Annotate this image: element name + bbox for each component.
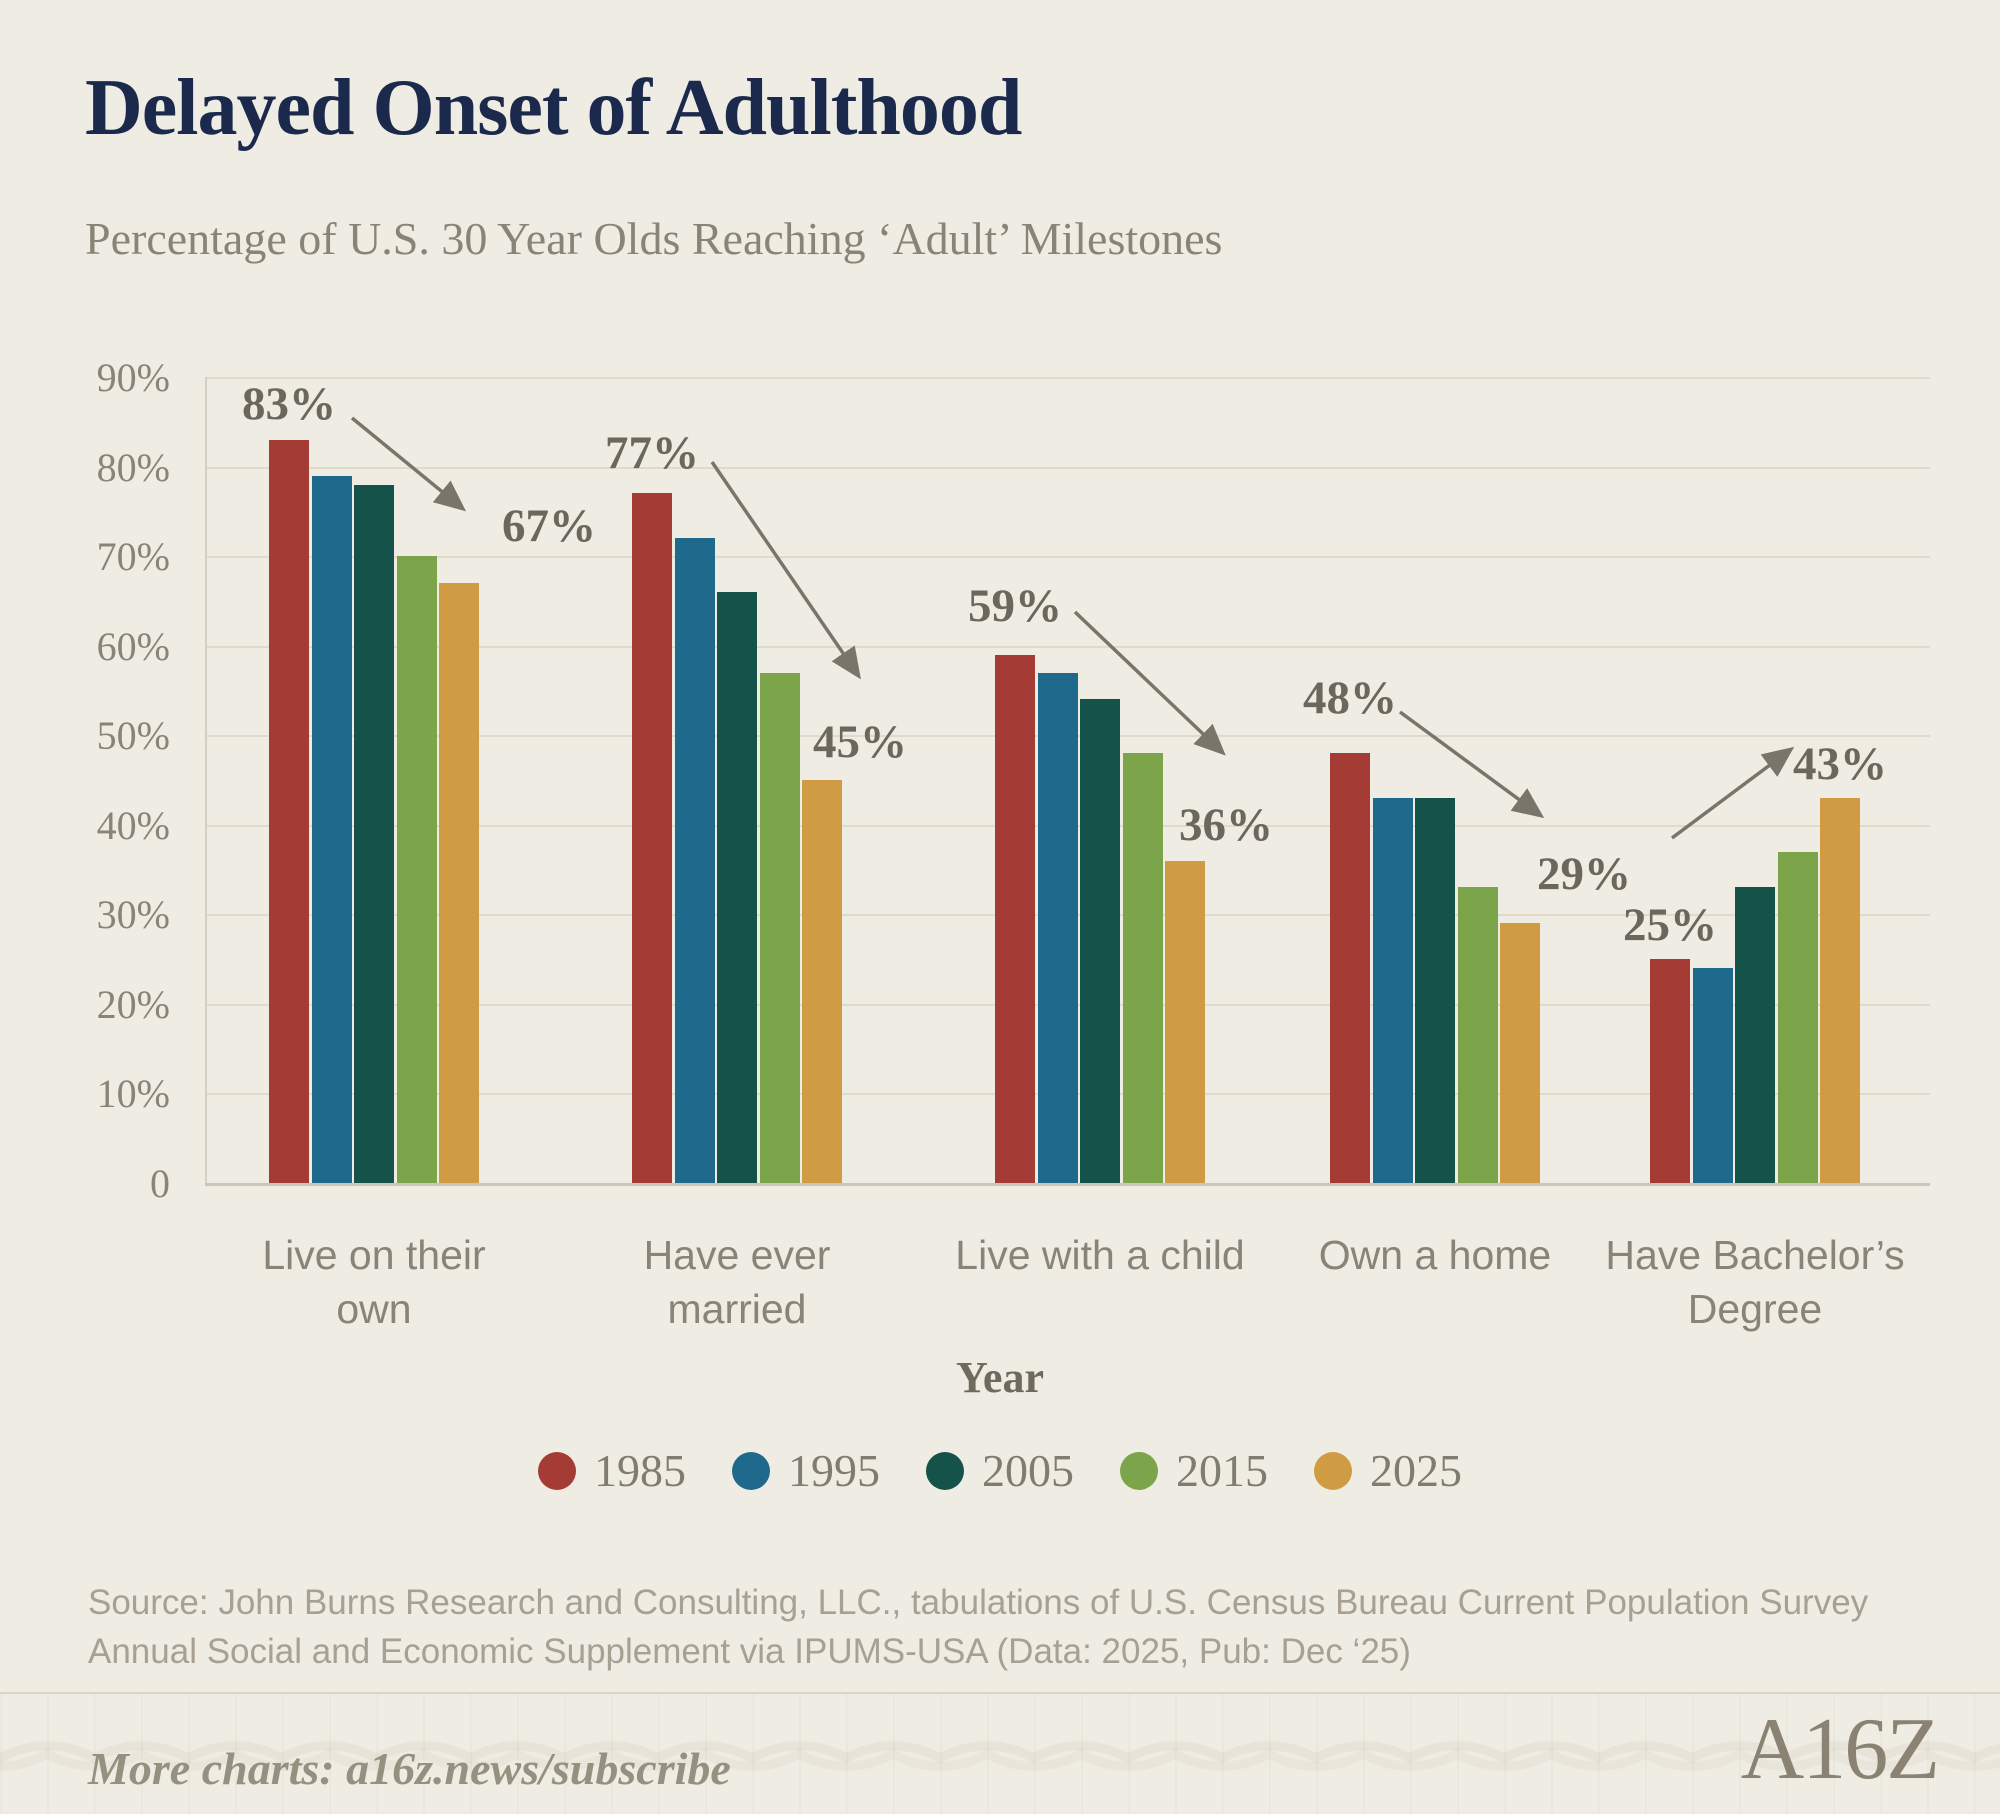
legend-label-2015: 2015 [1176,1445,1268,1496]
legend-label-1995: 1995 [788,1445,880,1496]
x-label-line: Live with a child [955,1232,1245,1278]
bar-2025-have-ever-married [802,780,842,1183]
bar-1985-own-a-home [1330,753,1370,1183]
annotation-end-live-on-their-own: 67% [502,500,596,552]
annotation-end-own-a-home: 29% [1537,848,1631,901]
legend: 1985 1995 2005 2015 2025 [0,1444,2000,1497]
y-axis-line [205,377,207,1183]
bar-2005-have-bachelor-s-degree [1735,887,1775,1183]
gridline-60 [205,645,1930,648]
annotation-end-have-bachelor-s-degree: 43% [1793,737,1887,790]
page-subtitle: Percentage of U.S. 30 Year Olds Reaching… [85,213,1223,264]
bar-2005-live-with-a-child [1080,699,1120,1183]
y-tick-40: 40% [96,802,170,848]
y-tick-90: 90% [96,355,170,401]
gridline-90 [205,377,1930,380]
a16z-logo: A16Z [1740,1701,1940,1798]
bar-1995-live-on-their-own [311,475,352,1183]
legend-swatch-1995 [732,1451,770,1490]
y-tick-0: 0 [150,1161,170,1206]
legend-item-2005: 2005 [926,1444,1074,1497]
bar-1995-have-ever-married [674,538,715,1183]
y-tick-20: 20% [96,981,170,1027]
legend-item-1985: 1985 [538,1444,686,1497]
bar-2015-have-bachelor-s-degree [1777,851,1818,1183]
bar-1995-have-bachelor-s-degree [1692,968,1733,1183]
x-label-live-on-their-own: Live on their own [262,1228,485,1336]
bar-2025-have-bachelor-s-degree [1820,797,1860,1183]
x-label-line: Live on their [262,1232,486,1278]
bar-2015-live-on-their-own [396,556,437,1183]
bar-2015-have-ever-married [759,672,800,1183]
bar-2025-live-with-a-child [1165,860,1205,1183]
gridline-80 [205,466,1930,469]
y-tick-10: 10% [96,1071,170,1117]
annotation-start-live-with-a-child: 59% [968,579,1062,632]
legend-item-2025: 2025 [1314,1444,1462,1497]
x-label-own-a-home: Own a home [1319,1228,1551,1282]
bar-1985-have-ever-married [632,493,672,1183]
bar-1985-live-with-a-child [995,654,1035,1183]
bar-2025-own-a-home [1500,923,1540,1183]
subscribe-link[interactable]: More charts: a16z.news/subscribe [88,1743,731,1794]
annotation-start-live-on-their-own: 83% [242,377,336,430]
legend-label-1985: 1985 [594,1445,686,1496]
x-label-live-with-a-child: Live with a child [955,1228,1244,1282]
legend-title: Year [956,1353,1044,1402]
legend-swatch-2005 [926,1451,964,1490]
footer-band: More charts: a16z.news/subscribe A16Z [0,1692,2000,1814]
bar-2005-live-on-their-own [354,484,394,1183]
bar-2015-live-with-a-child [1122,753,1163,1183]
bar-1995-own-a-home [1372,797,1413,1183]
x-label-line: Degree [1687,1286,1823,1332]
bar-1985-live-on-their-own [269,439,309,1183]
legend-swatch-2015 [1120,1451,1158,1490]
bar-2025-live-on-their-own [439,583,479,1183]
x-label-line: Own a home [1318,1232,1552,1278]
y-tick-60: 60% [96,623,170,669]
x-label-have-ever-married: Have ever married [644,1228,831,1336]
x-label-line: Have ever [643,1232,831,1278]
source-line-1: Source: John Burns Research and Consulti… [88,1583,1869,1622]
bar-1985-have-bachelor-s-degree [1650,959,1690,1183]
annotation-start-own-a-home: 48% [1303,672,1397,725]
legend-label-2025: 2025 [1370,1445,1462,1496]
x-label-line: own [336,1286,412,1332]
bar-2005-have-ever-married [717,591,757,1183]
annotation-start-have-bachelor-s-degree: 25% [1623,899,1717,952]
x-label-line: married [667,1286,807,1332]
x-label-have-bachelor-s-degree: Have Bachelor’s Degree [1605,1228,1904,1336]
x-axis-baseline [205,1183,1930,1186]
gridline-70 [205,556,1930,559]
bar-2015-own-a-home [1457,887,1498,1183]
source-note: Source: John Burns Research and Consulti… [88,1578,1868,1676]
y-tick-80: 80% [96,444,170,490]
page-title: Delayed Onset of Adulthood [85,64,1022,152]
y-tick-70: 70% [96,534,170,580]
y-tick-30: 30% [96,892,170,938]
legend-swatch-1985 [538,1451,576,1490]
bar-1995-live-with-a-child [1037,672,1078,1183]
x-label-line: Have Bachelor’s [1605,1232,1905,1278]
y-tick-50: 50% [96,713,170,759]
annotation-start-have-ever-married: 77% [605,427,699,480]
legend-item-2015: 2015 [1120,1444,1268,1497]
legend-label-2005: 2005 [982,1445,1074,1496]
bar-2005-own-a-home [1415,797,1455,1183]
legend-item-1995: 1995 [732,1444,880,1497]
annotation-end-live-with-a-child: 36% [1179,798,1273,851]
annotation-end-have-ever-married: 45% [813,716,907,769]
source-line-2: Annual Social and Economic Supplement vi… [88,1632,1411,1671]
legend-swatch-2025 [1314,1451,1352,1490]
